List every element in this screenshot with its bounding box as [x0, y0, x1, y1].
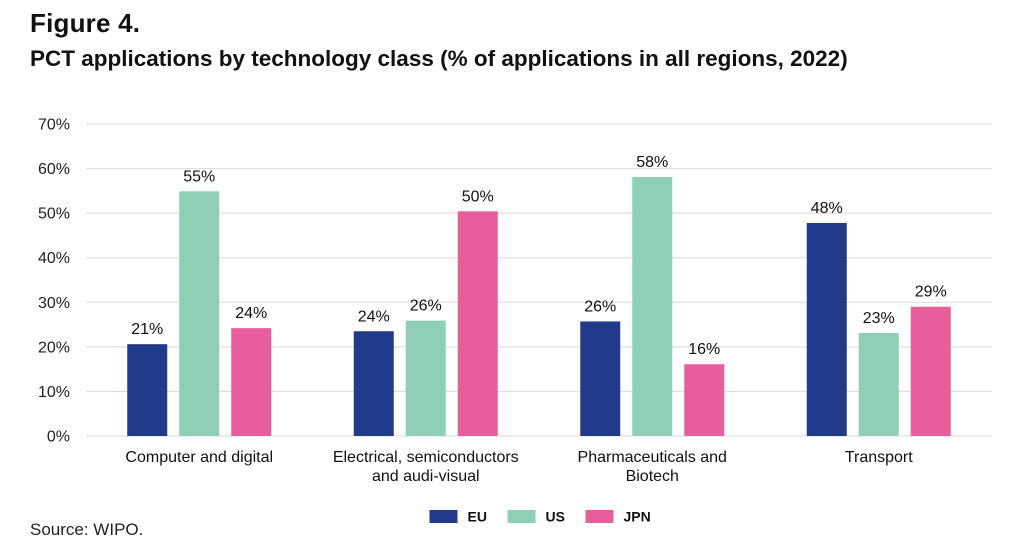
x-axis: Computer and digital Electrical, semicond…	[125, 449, 913, 485]
legend-swatch-us	[507, 510, 536, 523]
legend: EU US JPN	[429, 509, 651, 525]
y-axis: 0% 10% 20% 30% 40% 50% 60% 70%	[38, 117, 70, 446]
y-tick-label: 50%	[38, 206, 70, 223]
bar-us	[179, 191, 220, 436]
bar-jpn	[910, 306, 951, 436]
data-label: 48%	[811, 200, 843, 217]
x-category-label: Pharmaceuticals and	[578, 449, 727, 466]
y-tick-label: 60%	[38, 161, 70, 178]
y-tick-label: 40%	[38, 250, 70, 267]
bar-us	[405, 320, 446, 436]
data-label: 58%	[636, 154, 668, 171]
x-category-label: Electrical, semiconductors	[333, 449, 519, 466]
y-tick-label: 30%	[38, 295, 70, 312]
bar-eu	[806, 222, 847, 436]
data-label: 50%	[462, 188, 494, 205]
data-label: 24%	[358, 308, 390, 325]
bar-us	[858, 333, 899, 436]
bar-jpn	[231, 328, 272, 436]
gridlines	[86, 123, 992, 437]
y-tick-label: 10%	[38, 384, 70, 401]
data-label: 29%	[915, 284, 947, 301]
source-note: Source: WIPO.	[30, 520, 144, 539]
bars	[127, 177, 951, 437]
legend-label: JPN	[624, 509, 651, 525]
legend-swatch-jpn	[585, 510, 614, 523]
data-label: 24%	[235, 305, 267, 322]
bar-eu	[580, 321, 621, 436]
x-category-label: Computer and digital	[125, 449, 273, 466]
x-category-label: Biotech	[626, 468, 679, 485]
legend-swatch-eu	[429, 510, 458, 523]
x-category-label: and audi-visual	[372, 468, 480, 485]
bar-us	[632, 177, 673, 437]
y-tick-label: 70%	[38, 117, 70, 134]
x-category-label: Transport	[845, 449, 913, 466]
data-label: 26%	[584, 298, 616, 315]
data-label: 26%	[410, 298, 442, 315]
data-label: 23%	[863, 310, 895, 327]
bar-jpn	[457, 211, 498, 436]
legend-label: EU	[468, 509, 487, 525]
legend-label: US	[546, 509, 565, 525]
data-label: 21%	[131, 321, 163, 338]
data-label: 16%	[688, 341, 720, 358]
figure-label: Figure 4.	[30, 8, 141, 38]
y-tick-label: 20%	[38, 339, 70, 356]
bar-jpn	[684, 364, 725, 436]
chart-title: PCT applications by technology class (% …	[30, 46, 848, 71]
data-label: 55%	[183, 168, 215, 185]
bar-eu	[127, 344, 168, 436]
data-labels: 21% 55% 24% 24% 26% 50% 26% 58% 16% 48% 23% 29%	[131, 154, 947, 358]
bar-eu	[353, 331, 394, 436]
y-tick-label: 0%	[47, 429, 70, 446]
